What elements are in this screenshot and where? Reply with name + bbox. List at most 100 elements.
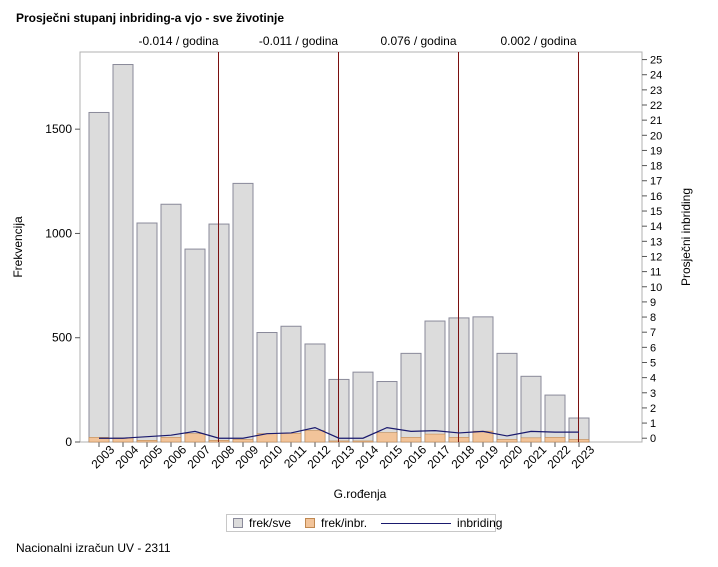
x-tick-label: 2017 <box>424 442 453 471</box>
bar-frek-inbr <box>376 432 398 443</box>
legend-label-frek-sve: frek/sve <box>249 516 292 530</box>
x-tick-label: 2014 <box>352 442 381 471</box>
x-tick-label: 2018 <box>448 442 477 471</box>
y2-tick-label: 20 <box>650 130 662 142</box>
y2-tick-label: 4 <box>650 373 656 385</box>
y2-tick-label: 13 <box>650 236 662 248</box>
bar-frek-sve <box>232 182 254 443</box>
y2-tick-label: 6 <box>650 342 656 354</box>
legend-label-frek-inbr: frek/inbr. <box>321 516 368 530</box>
x-tick-label: 2023 <box>568 442 597 471</box>
y2-tick-label: 0 <box>650 433 656 445</box>
y2-tick-label: 5 <box>650 357 656 369</box>
x-tick-label: 2021 <box>520 442 549 471</box>
x-tick-label: 2022 <box>544 442 573 471</box>
y2-tick-label: 24 <box>650 70 662 82</box>
x-tick-label: 2004 <box>112 442 141 471</box>
y2-tick-label: 17 <box>650 176 662 188</box>
x-tick-label: 2006 <box>160 442 189 471</box>
y2-tick-label: 25 <box>650 55 662 67</box>
chart-title: Prosječni stupanj inbriding-a vjo - sve … <box>16 11 285 25</box>
bar-frek-inbr <box>88 437 110 443</box>
x-tick-label: 2008 <box>208 442 237 471</box>
y2-tick-label: 12 <box>650 251 662 263</box>
bar-frek-sve <box>184 248 206 443</box>
trend-lines: -0.014 / godina -0.011 / godina 0.076 / go… <box>138 34 579 442</box>
chart-area: -0.014 / godina -0.011 / godina 0.076 / go… <box>11 34 693 501</box>
x-tick-label: 2003 <box>88 442 117 471</box>
bar-frek-sve <box>472 316 494 443</box>
bar-frek-sve <box>280 325 302 443</box>
y-tick-label: 1000 <box>45 226 72 240</box>
bar-frek-sve <box>544 394 566 443</box>
bar-frek-inbr <box>400 437 422 443</box>
x-axis-title: G.rođenja <box>334 487 387 501</box>
legend-item-frek-sve: frek/sve <box>233 516 291 530</box>
bar-frek-inbr <box>496 439 518 443</box>
bar-frek-inbr <box>304 430 326 443</box>
y-tick-label: 0 <box>65 435 72 449</box>
bar-frek-inbr <box>160 437 182 443</box>
y2-tick-label: 8 <box>650 312 656 324</box>
bar-frek-inbr <box>184 433 206 443</box>
y2-axis-title: Prosječni inbriding <box>679 188 693 286</box>
y2-tick-label: 19 <box>650 145 662 157</box>
bar-frek-sve <box>136 222 158 443</box>
y2-tick-label: 9 <box>650 297 656 309</box>
bar-frek-inbr <box>544 437 566 443</box>
y-tick-label: 500 <box>52 331 72 345</box>
legend-swatch-frek-inbr <box>305 518 316 528</box>
x-tick-label: 2012 <box>304 442 333 471</box>
legend-item-frek-inbr: frek/inbr. <box>305 516 367 530</box>
y-axis-title: Frekvencija <box>11 216 25 278</box>
legend-item-inbriding: inbriding <box>381 516 502 530</box>
series-inbriding <box>99 426 579 439</box>
trend-label: 0.076 / godina <box>380 34 456 48</box>
axes <box>75 51 647 447</box>
bar-frek-sve <box>160 203 182 443</box>
bar-frek-sve <box>352 371 374 443</box>
y2-tick-label: 14 <box>650 221 662 233</box>
trend-label: 0.002 / godina <box>500 34 576 48</box>
x-tick-label: 2016 <box>400 442 429 471</box>
y2-tick-label: 21 <box>650 115 662 127</box>
bar-frek-sve <box>88 111 110 443</box>
legend-swatch-inbriding <box>381 522 452 524</box>
bar-frek-sve <box>256 332 278 443</box>
y2-tick-label: 3 <box>650 388 656 400</box>
x-tick-label: 2009 <box>232 442 261 471</box>
y2-tick-label: 11 <box>650 267 661 279</box>
legend-swatch-frek-sve <box>233 518 243 528</box>
y2-tick-label: 16 <box>650 191 662 203</box>
x-tick-label: 2013 <box>328 442 357 471</box>
x-tick-label: 2020 <box>496 442 525 471</box>
y2-tick-label: 18 <box>650 161 662 173</box>
trend-label: -0.014 / godina <box>138 34 218 48</box>
x-tick-label: 2007 <box>184 442 213 471</box>
x-tick-label: 2015 <box>376 442 405 471</box>
bar-frek-inbr <box>352 440 374 443</box>
bar-frek-inbr <box>136 440 158 443</box>
x-tick-label: 2005 <box>136 442 165 471</box>
legend: frek/sve frek/inbr. inbriding <box>226 514 502 532</box>
y-tick-label: 1500 <box>45 122 72 136</box>
y2-tick-label: 7 <box>650 327 656 339</box>
y2-tick-label: 22 <box>650 100 662 112</box>
inbriding-line <box>99 426 579 439</box>
y2-tick-label: 15 <box>650 206 662 218</box>
y2-tick-label: 2 <box>650 403 656 415</box>
x-tick-label: 2010 <box>256 442 285 471</box>
bar-frek-inbr <box>424 433 446 443</box>
x-tick-label: 2011 <box>281 442 309 470</box>
bar-frek-sve <box>496 352 518 443</box>
legend-label-inbriding: inbriding <box>457 516 503 530</box>
bar-frek-inbr <box>520 437 542 443</box>
trend-label: -0.011 / godina <box>259 34 338 48</box>
bar-frek-sve <box>112 64 134 443</box>
y2-tick-label: 1 <box>650 418 656 430</box>
footnote: Nacionalni izračun UV - 2311 <box>16 541 171 555</box>
y2-tick-label: 10 <box>650 282 662 294</box>
bar-frek-sve <box>424 320 446 443</box>
bar-frek-sve <box>400 352 422 443</box>
bar-frek-inbr <box>280 432 302 443</box>
